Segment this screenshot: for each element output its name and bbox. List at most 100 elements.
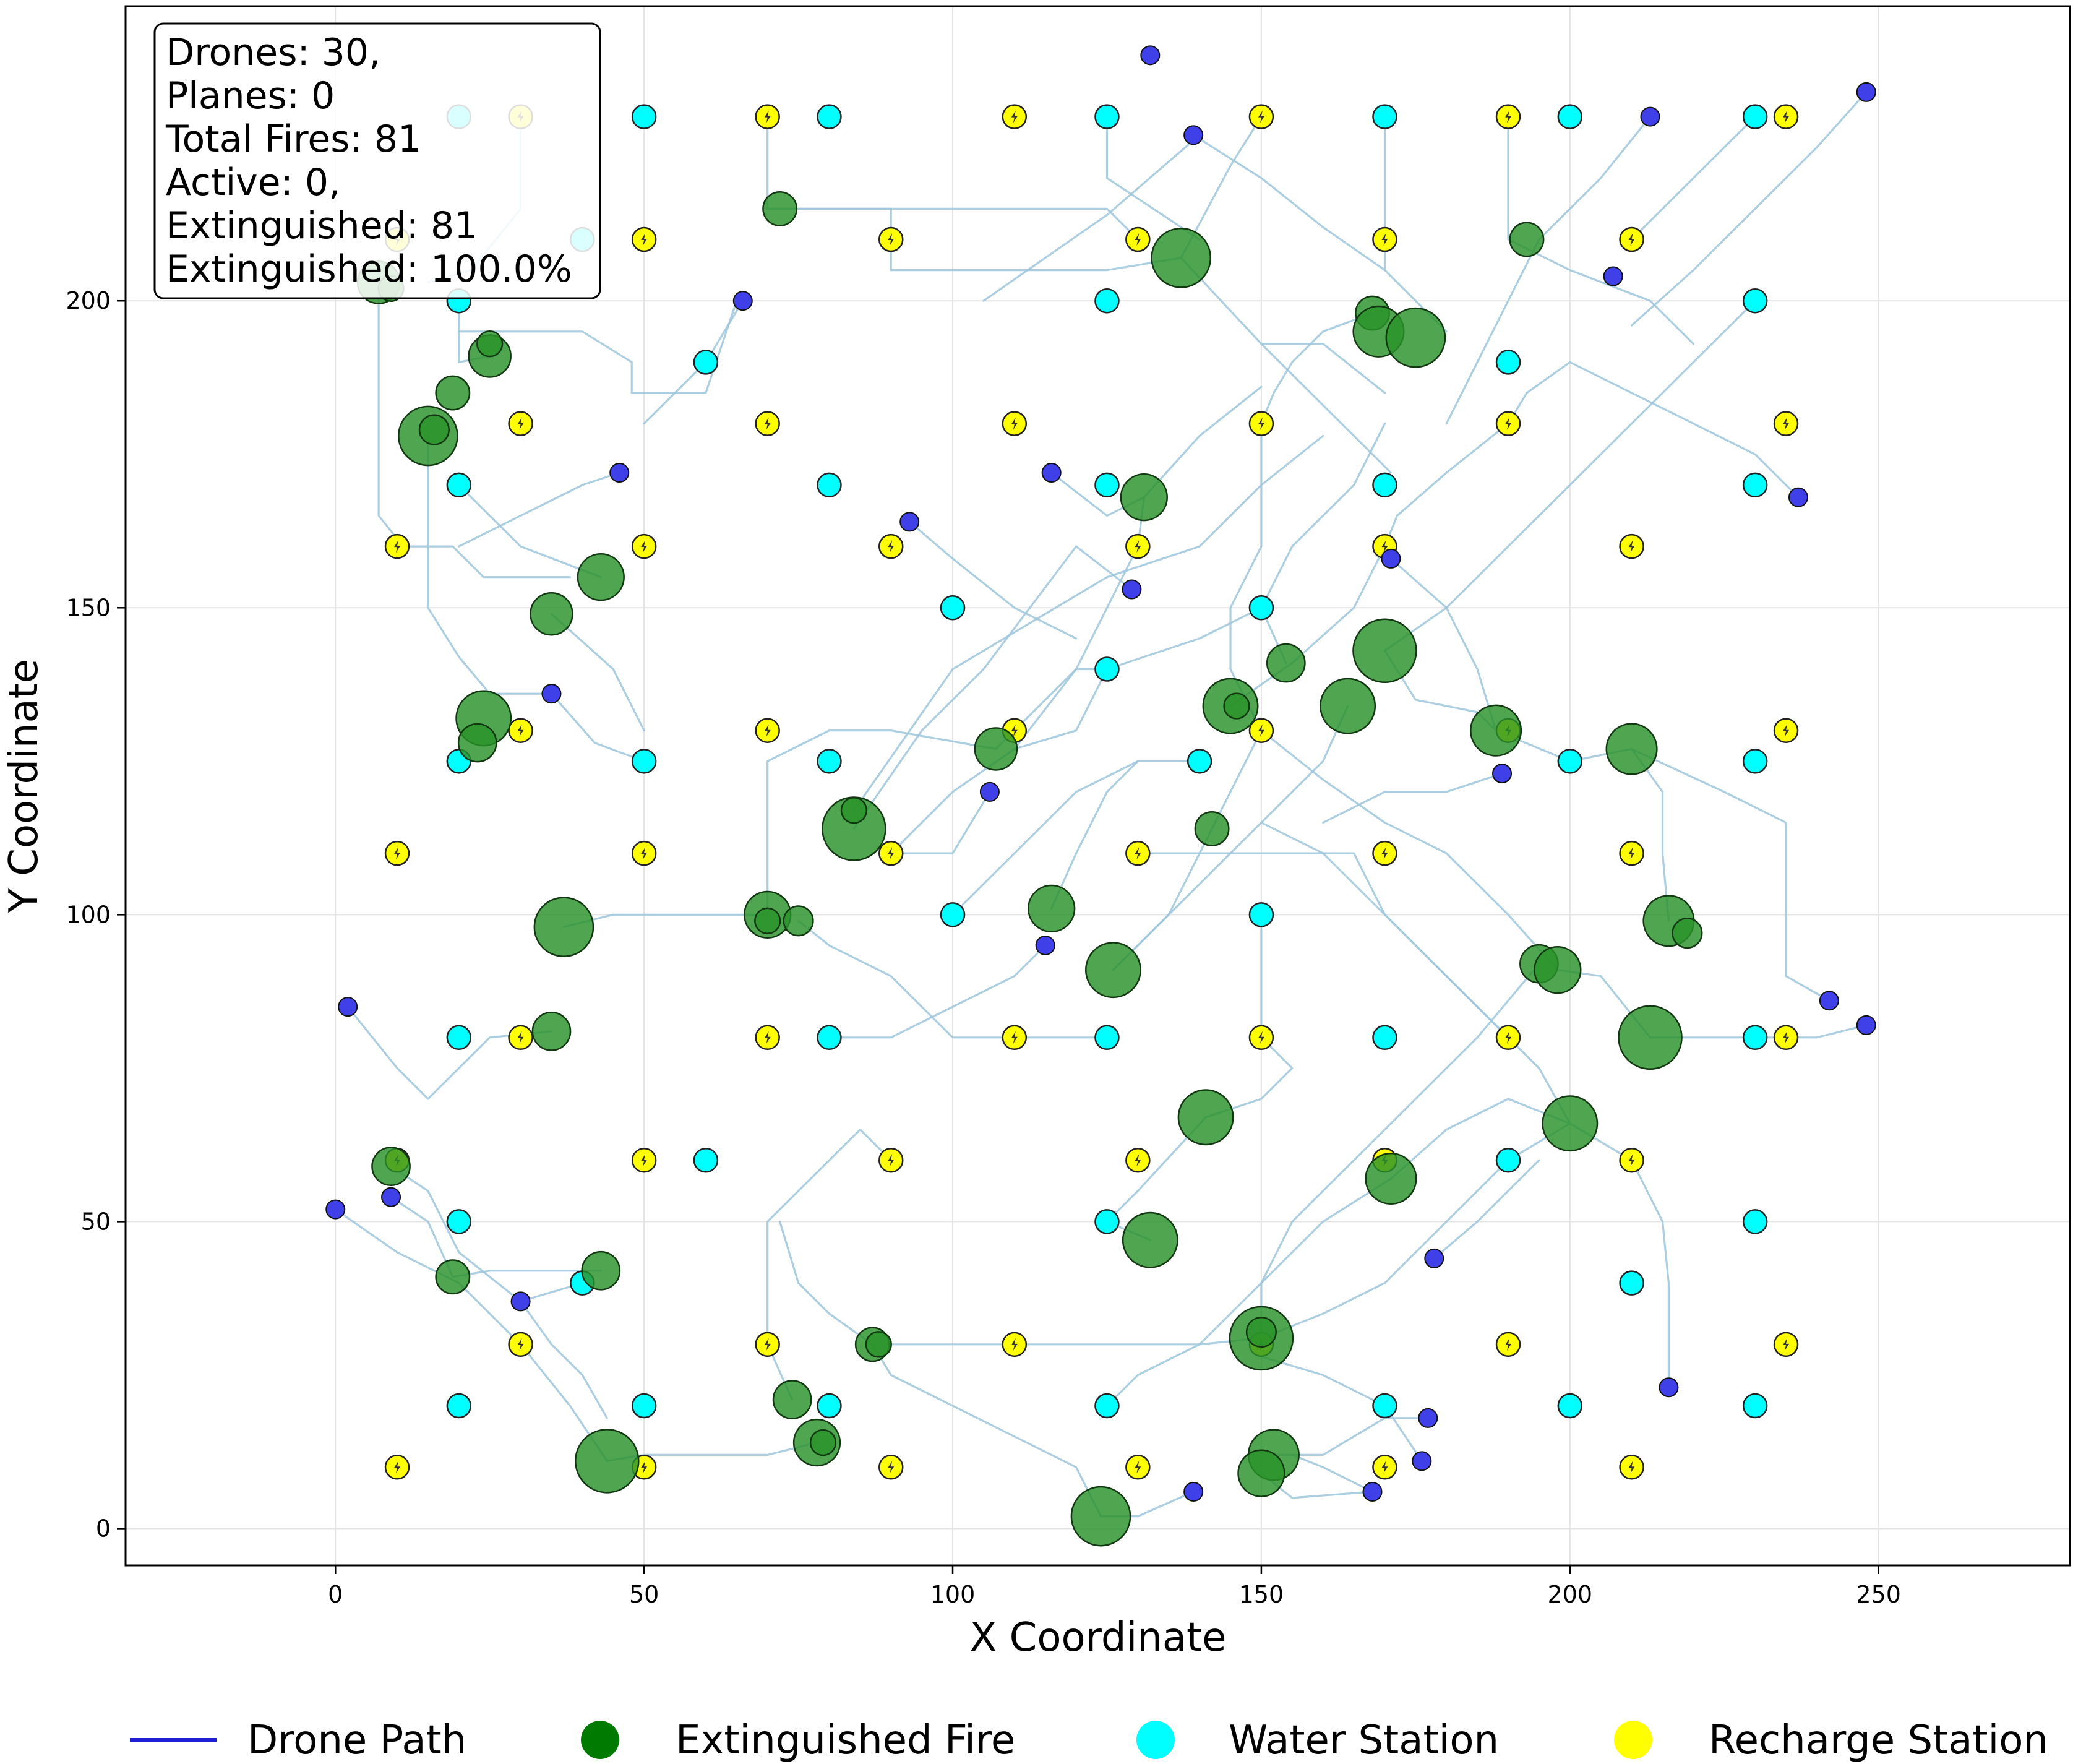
drone-path	[1389, 1098, 1571, 1180]
extinguished-fire	[476, 330, 504, 358]
extinguished-fire	[1618, 1005, 1683, 1070]
lightning-bolt-icon	[517, 417, 524, 430]
extinguished-fire	[1194, 811, 1230, 846]
drone-marker	[1640, 106, 1660, 127]
drone-path	[458, 299, 738, 394]
lightning-bolt-icon	[1135, 540, 1141, 553]
water-station	[446, 472, 472, 498]
extinguished-fire	[974, 727, 1018, 771]
extinguished-fire	[1320, 678, 1376, 734]
drone-path	[1631, 747, 1831, 1002]
extinguished-fire	[754, 907, 781, 934]
y-tick-label: 50	[81, 1208, 111, 1235]
drone-marker	[1856, 82, 1876, 102]
water-station	[1094, 1209, 1120, 1234]
drone-path	[1260, 1356, 1423, 1462]
water-station	[1742, 749, 1768, 774]
water-station	[446, 1209, 472, 1234]
lightning-bolt-icon	[1505, 1031, 1512, 1044]
drone-marker	[1122, 579, 1142, 600]
lightning-bolt-icon	[641, 233, 648, 246]
drone-path	[1389, 557, 1497, 732]
x-axis-ticks: 0 50 100 150 200 250	[328, 1565, 1901, 1608]
extinguished-fire	[1223, 692, 1250, 720]
extinguished-fire	[533, 897, 594, 958]
lightning-bolt-icon	[888, 1461, 895, 1474]
drone-path	[890, 1337, 1263, 1346]
extinguished-fire	[531, 1012, 572, 1051]
water-station	[1557, 104, 1583, 129]
water-station	[1372, 1025, 1397, 1051]
drone-path	[1322, 772, 1503, 824]
extinguished-fire	[772, 1380, 812, 1419]
drone-marker	[1819, 991, 1839, 1011]
lightning-bolt-icon	[1783, 1031, 1790, 1044]
extinguished-fire	[530, 592, 573, 636]
lightning-bolt-icon	[1135, 1154, 1141, 1167]
water-station	[1557, 749, 1583, 774]
drone-path	[852, 434, 1324, 812]
drone-marker	[381, 1187, 401, 1207]
info-line: Drones: 30,	[166, 31, 380, 74]
drone-marker	[325, 1199, 346, 1220]
lightning-bolt-icon	[394, 1461, 401, 1474]
drone-marker	[1856, 1015, 1876, 1035]
drone-path	[1495, 729, 1670, 922]
drone-marker	[1603, 266, 1623, 286]
extinguished-fire	[418, 414, 450, 445]
extinguished-fire	[1672, 918, 1703, 949]
legend-dot-swatch	[581, 1721, 619, 1759]
extinguished-fire	[577, 553, 625, 601]
lightning-bolt-icon	[888, 847, 895, 860]
lightning-bolt-icon	[1011, 1031, 1018, 1044]
water-station	[446, 1025, 472, 1051]
drone-marker	[1183, 1481, 1204, 1502]
water-stations	[446, 104, 1768, 1419]
drone-path	[1260, 422, 1386, 665]
extinguished-fire	[1365, 1152, 1417, 1205]
water-station	[1742, 104, 1768, 129]
drone-path	[951, 760, 1140, 916]
drone-marker	[541, 684, 562, 704]
water-station	[1742, 1025, 1768, 1051]
drone-marker	[1424, 1248, 1444, 1268]
drone-marker	[732, 291, 753, 311]
x-tick-label: 200	[1548, 1581, 1593, 1608]
legend-label: Recharge Station	[1709, 1718, 2048, 1763]
lightning-bolt-icon	[888, 1154, 895, 1167]
lightning-bolt-icon	[764, 110, 771, 123]
lightning-bolt-icon	[764, 1338, 771, 1351]
y-tick-label: 150	[66, 594, 111, 621]
drone-path	[346, 1005, 553, 1100]
lightning-bolt-icon	[1505, 417, 1512, 430]
drone-path	[1569, 1122, 1670, 1388]
water-station	[1248, 902, 1274, 927]
extinguished-fire	[783, 905, 814, 937]
recharge-stations	[384, 104, 1799, 1480]
water-station	[631, 749, 657, 774]
drone-path	[1050, 760, 1201, 910]
drone-marker	[1381, 548, 1401, 569]
x-tick-label: 150	[1239, 1581, 1284, 1608]
lightning-bolt-icon	[517, 1338, 524, 1351]
water-station	[631, 104, 657, 129]
extinguished-fire	[1028, 884, 1076, 933]
drone-path	[1433, 1159, 1540, 1260]
water-station	[940, 902, 966, 927]
lightning-bolt-icon	[394, 540, 401, 553]
extinguished-fire	[1470, 704, 1522, 757]
drone-path	[1260, 729, 1559, 971]
drone-marker	[979, 781, 1000, 802]
lightning-bolt-icon	[1135, 847, 1141, 860]
drone-path	[1105, 1177, 1392, 1407]
lightning-bolt-icon	[1011, 417, 1018, 430]
drone-marker	[899, 512, 920, 532]
legend: Drone Path Extinguished Fire Water Station…	[130, 1718, 2048, 1763]
drone-path	[390, 1165, 584, 1302]
water-station	[693, 1147, 719, 1173]
drone-path	[1631, 116, 1756, 241]
extinguished-fire	[1266, 643, 1306, 683]
drone-path	[334, 1208, 608, 1462]
